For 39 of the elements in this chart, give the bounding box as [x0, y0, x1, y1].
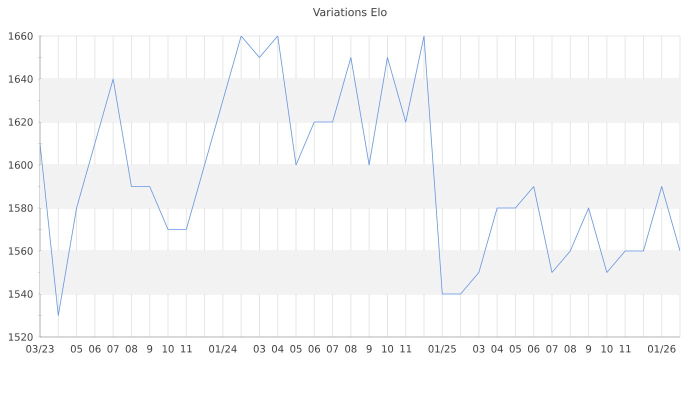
y-tick-label: 1600: [8, 161, 33, 169]
x-tick-label: 03/23: [26, 345, 54, 354]
x-tick-label: 05: [510, 345, 521, 353]
x-tick-label: 9: [366, 345, 372, 353]
x-tick-label: 08: [564, 345, 576, 353]
x-tick-label: 03: [254, 345, 265, 353]
y-tick-label: 1620: [8, 118, 33, 126]
x-tick-label: 06: [528, 345, 540, 353]
y-tick-label: 1660: [8, 32, 33, 40]
x-tick-label: 9: [586, 345, 592, 353]
x-tick-label: 9: [147, 345, 152, 353]
line-series: [40, 36, 680, 316]
x-tick-label: 10: [382, 345, 394, 353]
x-tick-label: 10: [602, 345, 613, 353]
x-tick-label: 07: [326, 345, 338, 353]
x-tick-label: 06: [308, 345, 320, 353]
chart-title: Variations Elo: [312, 8, 387, 16]
x-tick-label: 04: [491, 345, 503, 353]
x-tick-label: 08: [345, 345, 357, 353]
y-tick-label: 1520: [8, 333, 33, 341]
x-tick-label: 11: [400, 345, 412, 352]
x-tick-label: 01/24: [209, 345, 237, 354]
x-tick-label: 01/25: [428, 345, 456, 354]
x-tick-label: 05: [290, 345, 302, 353]
x-tick-label: 07: [546, 345, 558, 353]
x-tick-label: 05: [70, 345, 82, 353]
x-tick-label: 04: [272, 345, 284, 353]
y-tick-label: 1560: [8, 247, 33, 255]
x-tick-label: 01/26: [648, 345, 676, 354]
x-tick-label: 03: [473, 345, 484, 353]
x-tick-label: 11: [620, 345, 631, 352]
x-tick-label: 08: [126, 345, 138, 353]
y-tick-label: 1540: [8, 290, 33, 298]
y-tick-label: 1580: [8, 204, 33, 212]
x-tick-label: 10: [162, 345, 174, 353]
x-tick-label: 06: [89, 345, 101, 353]
x-tick-label: 11: [181, 345, 192, 352]
y-tick-label: 1640: [8, 75, 33, 83]
x-tick-label: 07: [107, 345, 119, 353]
